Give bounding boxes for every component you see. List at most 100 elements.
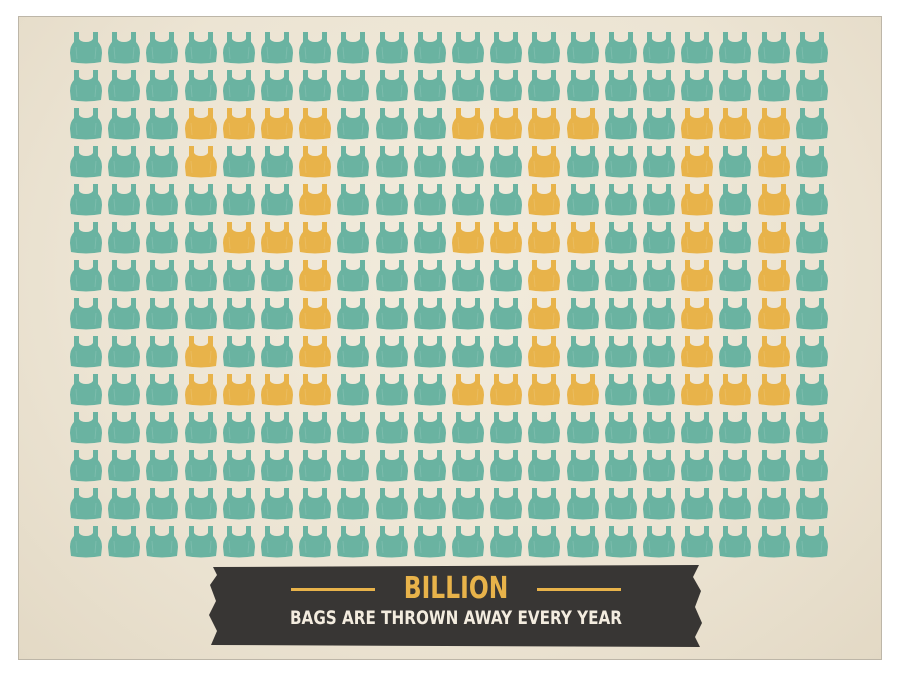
plastic-bag-icon <box>145 373 179 407</box>
plastic-bag-icon <box>145 525 179 559</box>
plastic-bag-icon <box>298 183 332 217</box>
plastic-bag-icon <box>757 69 791 103</box>
plastic-bag-icon <box>795 449 829 483</box>
plastic-bag-icon <box>413 221 447 255</box>
plastic-bag-icon <box>451 411 485 445</box>
plastic-bag-icon <box>413 183 447 217</box>
plastic-bag-icon <box>604 449 638 483</box>
plastic-bag-icon <box>69 297 103 331</box>
plastic-bag-icon <box>795 487 829 521</box>
plastic-bag-icon <box>489 525 523 559</box>
plastic-bag-icon <box>489 259 523 293</box>
plastic-bag-icon <box>222 69 256 103</box>
plastic-bag-icon <box>527 411 561 445</box>
plastic-bag-icon <box>718 449 752 483</box>
plastic-bag-icon <box>260 373 294 407</box>
plastic-bag-icon <box>222 525 256 559</box>
plastic-bag-icon <box>298 335 332 369</box>
left-rule <box>290 587 375 591</box>
plastic-bag-icon <box>757 525 791 559</box>
plastic-bag-icon <box>642 221 676 255</box>
plastic-bag-icon <box>604 31 638 65</box>
plastic-bag-icon <box>336 259 370 293</box>
plastic-bag-icon <box>69 335 103 369</box>
plastic-bag-icon <box>145 145 179 179</box>
plastic-bag-icon <box>184 259 218 293</box>
plastic-bag-icon <box>375 335 409 369</box>
plastic-bag-icon <box>604 183 638 217</box>
plastic-bag-icon <box>489 183 523 217</box>
bag-grid <box>19 17 881 659</box>
plastic-bag-icon <box>145 31 179 65</box>
plastic-bag-icon <box>336 487 370 521</box>
plastic-bag-icon <box>489 31 523 65</box>
plastic-bag-icon <box>69 107 103 141</box>
plastic-bag-icon <box>489 221 523 255</box>
plastic-bag-icon <box>604 525 638 559</box>
plastic-bag-icon <box>260 297 294 331</box>
plastic-bag-icon <box>757 259 791 293</box>
plastic-bag-icon <box>145 183 179 217</box>
plastic-bag-icon <box>527 487 561 521</box>
plastic-bag-icon <box>642 31 676 65</box>
plastic-bag-icon <box>222 107 256 141</box>
plastic-bag-icon <box>566 145 600 179</box>
plastic-bag-icon <box>795 297 829 331</box>
plastic-bag-icon <box>642 525 676 559</box>
plastic-bag-icon <box>527 221 561 255</box>
plastic-bag-icon <box>680 487 714 521</box>
plastic-bag-icon <box>680 31 714 65</box>
plastic-bag-icon <box>718 259 752 293</box>
plastic-bag-icon <box>336 297 370 331</box>
plastic-bag-icon <box>566 487 600 521</box>
plastic-bag-icon <box>757 411 791 445</box>
plastic-bag-icon <box>566 259 600 293</box>
plastic-bag-icon <box>489 297 523 331</box>
plastic-bag-icon <box>375 31 409 65</box>
plastic-bag-icon <box>718 525 752 559</box>
plastic-bag-icon <box>795 69 829 103</box>
plastic-bag-icon <box>757 183 791 217</box>
plastic-bag-icon <box>451 487 485 521</box>
plastic-bag-icon <box>69 221 103 255</box>
plastic-bag-icon <box>336 145 370 179</box>
plastic-bag-icon <box>184 69 218 103</box>
plastic-bag-icon <box>375 69 409 103</box>
plastic-bag-icon <box>336 31 370 65</box>
plastic-bag-icon <box>184 411 218 445</box>
plastic-bag-icon <box>757 335 791 369</box>
plastic-bag-icon <box>604 145 638 179</box>
plastic-bag-icon <box>145 411 179 445</box>
plastic-bag-icon <box>298 221 332 255</box>
plastic-bag-icon <box>184 107 218 141</box>
plastic-bag-icon <box>795 31 829 65</box>
plastic-bag-icon <box>260 221 294 255</box>
plastic-bag-icon <box>413 145 447 179</box>
plastic-bag-icon <box>222 183 256 217</box>
plastic-bag-icon <box>222 297 256 331</box>
plastic-bag-icon <box>566 525 600 559</box>
plastic-bag-icon <box>413 31 447 65</box>
plastic-bag-icon <box>413 373 447 407</box>
plastic-bag-icon <box>680 335 714 369</box>
plastic-bag-icon <box>298 487 332 521</box>
plastic-bag-icon <box>413 449 447 483</box>
plastic-bag-icon <box>680 525 714 559</box>
plastic-bag-icon <box>145 221 179 255</box>
plastic-bag-icon <box>375 259 409 293</box>
plastic-bag-icon <box>718 107 752 141</box>
plastic-bag-icon <box>604 259 638 293</box>
plastic-bag-icon <box>107 69 141 103</box>
plastic-bag-icon <box>260 487 294 521</box>
plastic-bag-icon <box>566 449 600 483</box>
plastic-bag-icon <box>489 335 523 369</box>
plastic-bag-icon <box>451 259 485 293</box>
plastic-bag-icon <box>69 183 103 217</box>
plastic-bag-icon <box>69 31 103 65</box>
plastic-bag-icon <box>260 525 294 559</box>
plastic-bag-icon <box>642 107 676 141</box>
plastic-bag-icon <box>375 411 409 445</box>
infographic-poster: BILLION BAGS ARE THROWN AWAY EVERY YEAR <box>18 16 882 660</box>
plastic-bag-icon <box>527 31 561 65</box>
plastic-bag-icon <box>795 259 829 293</box>
